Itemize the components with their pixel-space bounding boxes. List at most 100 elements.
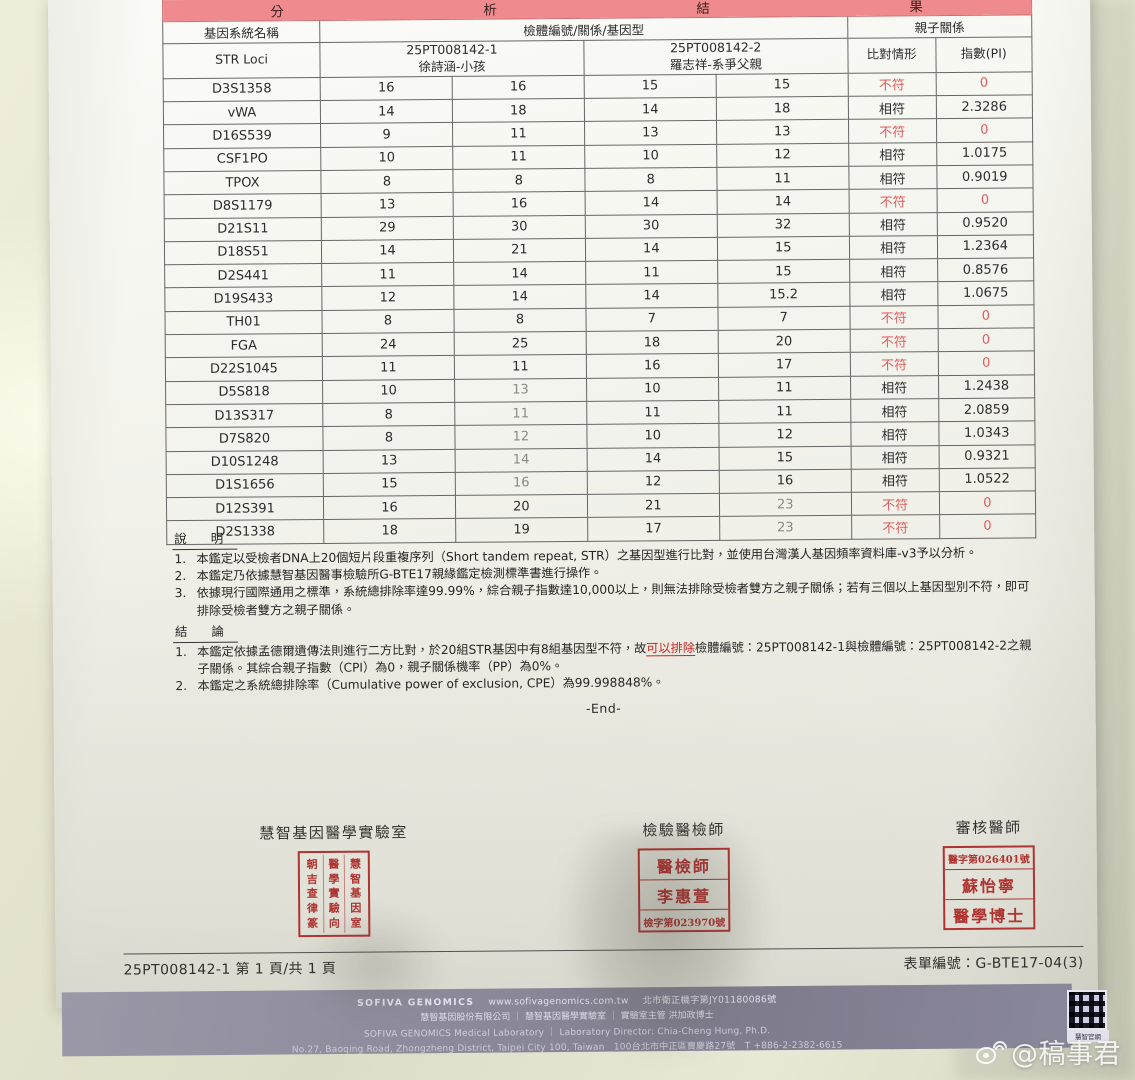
header-sample-1: 25PT008142-1 徐詩涵-小孩	[319, 40, 584, 78]
cell-pi-index: 2.0859	[938, 397, 1035, 422]
cell-sample2-allele-a: 11	[585, 260, 718, 285]
cell-comparison: 不符	[849, 351, 939, 376]
cell-sample1-allele-b: 16	[452, 75, 585, 100]
cell-sample1-allele-a: 13	[323, 448, 456, 474]
stamp-glyph: 智	[350, 872, 362, 886]
cell-sample1-allele-b: 13	[454, 377, 587, 403]
cell-pi-index: 0	[937, 304, 1035, 329]
cell-sample1-allele-b: 18	[452, 98, 585, 123]
cell-locus: D21S11	[164, 216, 322, 242]
stamp-glyph: 律	[306, 902, 319, 916]
cell-pi-index: 0.8576	[937, 257, 1034, 283]
note-text: 本鑑定乃依據慧智基因醫事檢驗所G-BTE17親緣鑑定檢測標準書進行操作。	[196, 565, 603, 584]
signature-area: 慧智基因醫學實驗室 朝 吉 查 律 篆 醫 學 實	[168, 816, 1041, 943]
cell-sample1-allele-a: 14	[320, 99, 453, 124]
cell-sample1-allele-b: 11	[452, 121, 585, 147]
report-content: 分 析 結 果 基因系統名稱 檢體編號/關係/基因型 親子關係 STR Loci	[70, 0, 1084, 1008]
stamp-glyph: 基	[350, 887, 362, 901]
cell-comparison: 相符	[850, 468, 940, 493]
cell-sample2-allele-b: 16	[718, 469, 852, 494]
cell-sample1-allele-a: 9	[320, 122, 453, 148]
cell-pi-index: 0.9019	[936, 164, 1034, 189]
stamp-glyph: 查	[306, 887, 318, 901]
cell-sample1-allele-a: 8	[322, 309, 455, 334]
notes-and-conclusion: 說 明 1. 本鑑定以受檢者DNA上20個短片段重複序列（Short tandem…	[166, 523, 1039, 720]
cell-sample1-allele-b: 11	[454, 401, 587, 426]
cell-sample1-allele-b: 14	[453, 284, 586, 310]
cell-locus: D19S433	[164, 286, 323, 312]
sample-1-name: 徐詩涵-小孩	[418, 58, 486, 75]
cell-locus: D2S441	[164, 263, 322, 289]
cell-comparison: 相符	[850, 421, 939, 446]
cell-sample2-allele-a: 10	[586, 423, 719, 448]
stamp-col-1: 醫 學 實 驗 向	[323, 854, 346, 933]
sample-2-name: 羅志祥-系爭父親	[669, 56, 762, 73]
cell-comparison: 相符	[850, 445, 939, 470]
cell-sample2-allele-b: 15	[717, 236, 850, 261]
stamp-reviewer-seal: 醫字第026401號 蘇怡寧 醫學博士	[942, 845, 1036, 931]
cell-locus: D5S818	[165, 380, 323, 405]
cell-comparison: 相符	[848, 165, 937, 190]
header-compare: 比對情形	[847, 37, 936, 74]
notes-list: 1. 本鑑定以受檢者DNA上20個短片段重複序列（Short tandem rep…	[166, 544, 1039, 620]
footband-brand: SOFIVA GENOMICS	[357, 996, 475, 1009]
cell-pi-index: 0	[936, 118, 1033, 143]
cell-sample2-allele-b: 32	[716, 212, 850, 238]
cell-locus: D1S1656	[166, 473, 324, 498]
stamp-glyph: 醫	[328, 857, 340, 871]
cell-sample2-allele-a: 16	[586, 353, 719, 378]
stamp-lab-seal: 朝 吉 查 律 篆 醫 學 實 驗 向	[297, 850, 371, 938]
cell-comparison: 相符	[850, 398, 939, 423]
note-text: 依據現行國際通用之標準，系統總排除率達99.99%，綜合親子指數達10,000以…	[196, 579, 1030, 618]
stamp-glyph: 學	[328, 872, 340, 886]
cell-comparison: 相符	[847, 95, 937, 120]
cell-sample1-allele-a: 14	[321, 239, 454, 264]
cell-sample1-allele-a: 29	[321, 215, 454, 241]
header-relation-group: 親子關係	[847, 14, 1032, 39]
cell-sample2-allele-b: 12	[718, 422, 851, 447]
cell-sample1-allele-b: 25	[454, 331, 587, 356]
cell-sample2-allele-a: 14	[585, 283, 718, 309]
stamp-glyph: 朝	[306, 857, 318, 871]
cell-sample2-allele-b: 11	[718, 375, 851, 401]
footer-form-number: 表單編號：G-BTE17-04(3)	[903, 954, 1084, 973]
cell-locus: CSF1PO	[163, 147, 321, 172]
cell-comparison: 不符	[849, 305, 938, 330]
stamp-col-0: 朝 吉 查 律 篆	[301, 854, 325, 934]
cell-locus: D18S51	[164, 240, 322, 265]
signature-label-reviewer: 審核醫師	[955, 818, 1022, 837]
cell-comparison: 不符	[847, 72, 936, 97]
cell-comparison: 不符	[851, 491, 940, 516]
cell-pi-index: 1.0343	[938, 421, 1036, 446]
cell-sample2-allele-a: 11	[586, 400, 719, 425]
conclusion-list: 1. 本鑑定依據孟德爾遺傳法則進行二方比對，於20組STR基因中有8組基因型不符…	[167, 637, 1039, 696]
cell-comparison: 相符	[848, 212, 938, 237]
band-word-3: 果	[909, 0, 924, 15]
cell-sample2-allele-b: 7	[717, 306, 850, 331]
cell-locus: D12S391	[166, 496, 324, 522]
stamp-glyph: 實	[328, 887, 340, 901]
cell-comparison: 不符	[848, 188, 937, 213]
cell-sample2-allele-b: 20	[717, 329, 850, 354]
cell-sample1-allele-b: 11	[454, 354, 587, 380]
cell-sample2-allele-a: 14	[584, 190, 717, 215]
conclusion-text-pre: 本鑑定依據孟德爾遺傳法則進行二方比對，於20組STR基因中有8組基因型不符，故	[197, 641, 647, 659]
cell-sample1-allele-b: 16	[452, 191, 586, 216]
signature-label-technologist: 檢驗醫檢師	[642, 820, 725, 840]
stamp-glyph: 驗	[328, 902, 340, 916]
cell-sample2-allele-b: 11	[716, 166, 849, 191]
cell-sample1-allele-a: 8	[320, 169, 453, 194]
cell-sample2-allele-b: 15	[718, 445, 851, 471]
cell-locus: D8S1179	[164, 193, 322, 219]
header-sample-2: 25PT008142-2 羅志祥-系爭父親	[583, 38, 848, 76]
cell-sample2-allele-a: 7	[585, 307, 718, 332]
str-results-table: 分 析 結 果 基因系統名稱 檢體編號/關係/基因型 親子關係 STR Loci	[162, 0, 1036, 545]
qr-code[interactable]: 慧智官網	[1067, 990, 1109, 1042]
footband-website: www.sofivagenomics.com.tw	[488, 995, 629, 1008]
cell-pi-index: 1.2364	[937, 234, 1034, 259]
cell-sample2-allele-a: 12	[587, 470, 720, 495]
footband-license: 北市衛正機字第JY01180086號	[642, 994, 777, 1007]
stamp-line: 李惠萱	[639, 879, 729, 911]
cell-comparison: 不符	[849, 328, 938, 353]
stamp-glyph: 慧	[349, 857, 362, 871]
